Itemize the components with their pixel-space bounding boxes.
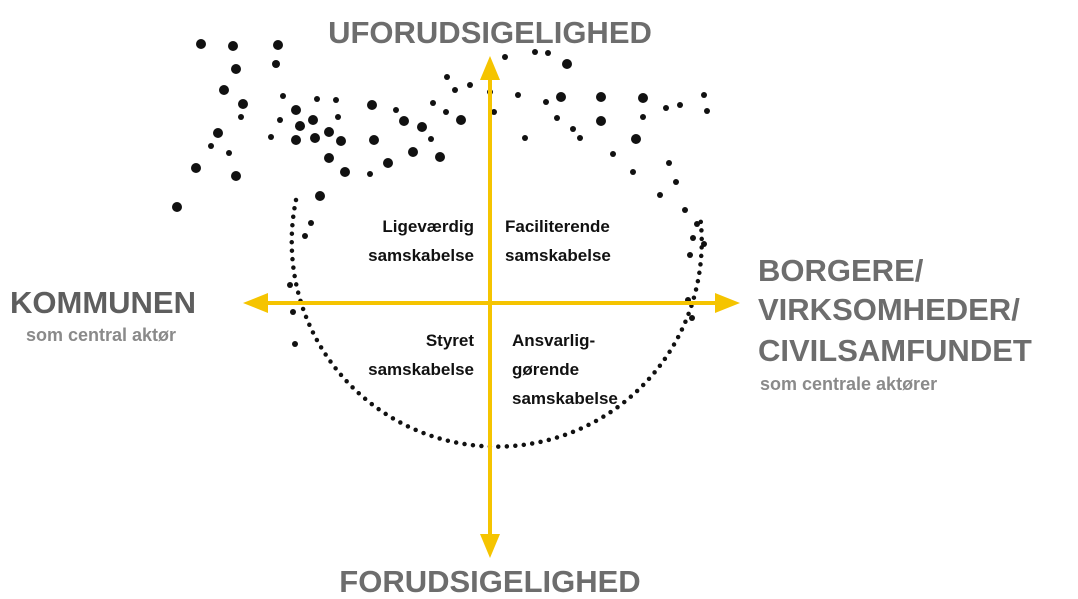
quadrant-label: samskabelse (505, 246, 611, 265)
right-subtitle: som centrale aktører (760, 374, 937, 394)
quadrant-label: samskabelse (368, 246, 474, 265)
right-line: BORGERE/ (758, 253, 924, 288)
quadrant-label: samskabelse (512, 389, 618, 408)
top-label: UFORUDSIGELIGHED (328, 15, 652, 50)
quadrant-label: samskabelse (368, 360, 474, 379)
left-title: KOMMUNEN (10, 285, 196, 320)
quadrant-label: gørende (512, 360, 579, 379)
axes (243, 56, 740, 558)
right-line: VIRKSOMHEDER/ (758, 292, 1020, 327)
quadrant-label: Ligeværdig (382, 217, 474, 236)
quadrant-label: Faciliterende (505, 217, 610, 236)
dotted-ring (292, 200, 702, 447)
left-subtitle: som central aktør (26, 325, 176, 345)
right-line: CIVILSAMFUNDET (758, 333, 1032, 368)
quadrant-label: Styret (426, 331, 475, 350)
diagram: UFORUDSIGELIGHED FORUDSIGELIGHED KOMMUNE… (0, 0, 1078, 599)
bottom-label: FORUDSIGELIGHED (339, 564, 640, 599)
quadrant-label: Ansvarlig- (512, 331, 595, 350)
